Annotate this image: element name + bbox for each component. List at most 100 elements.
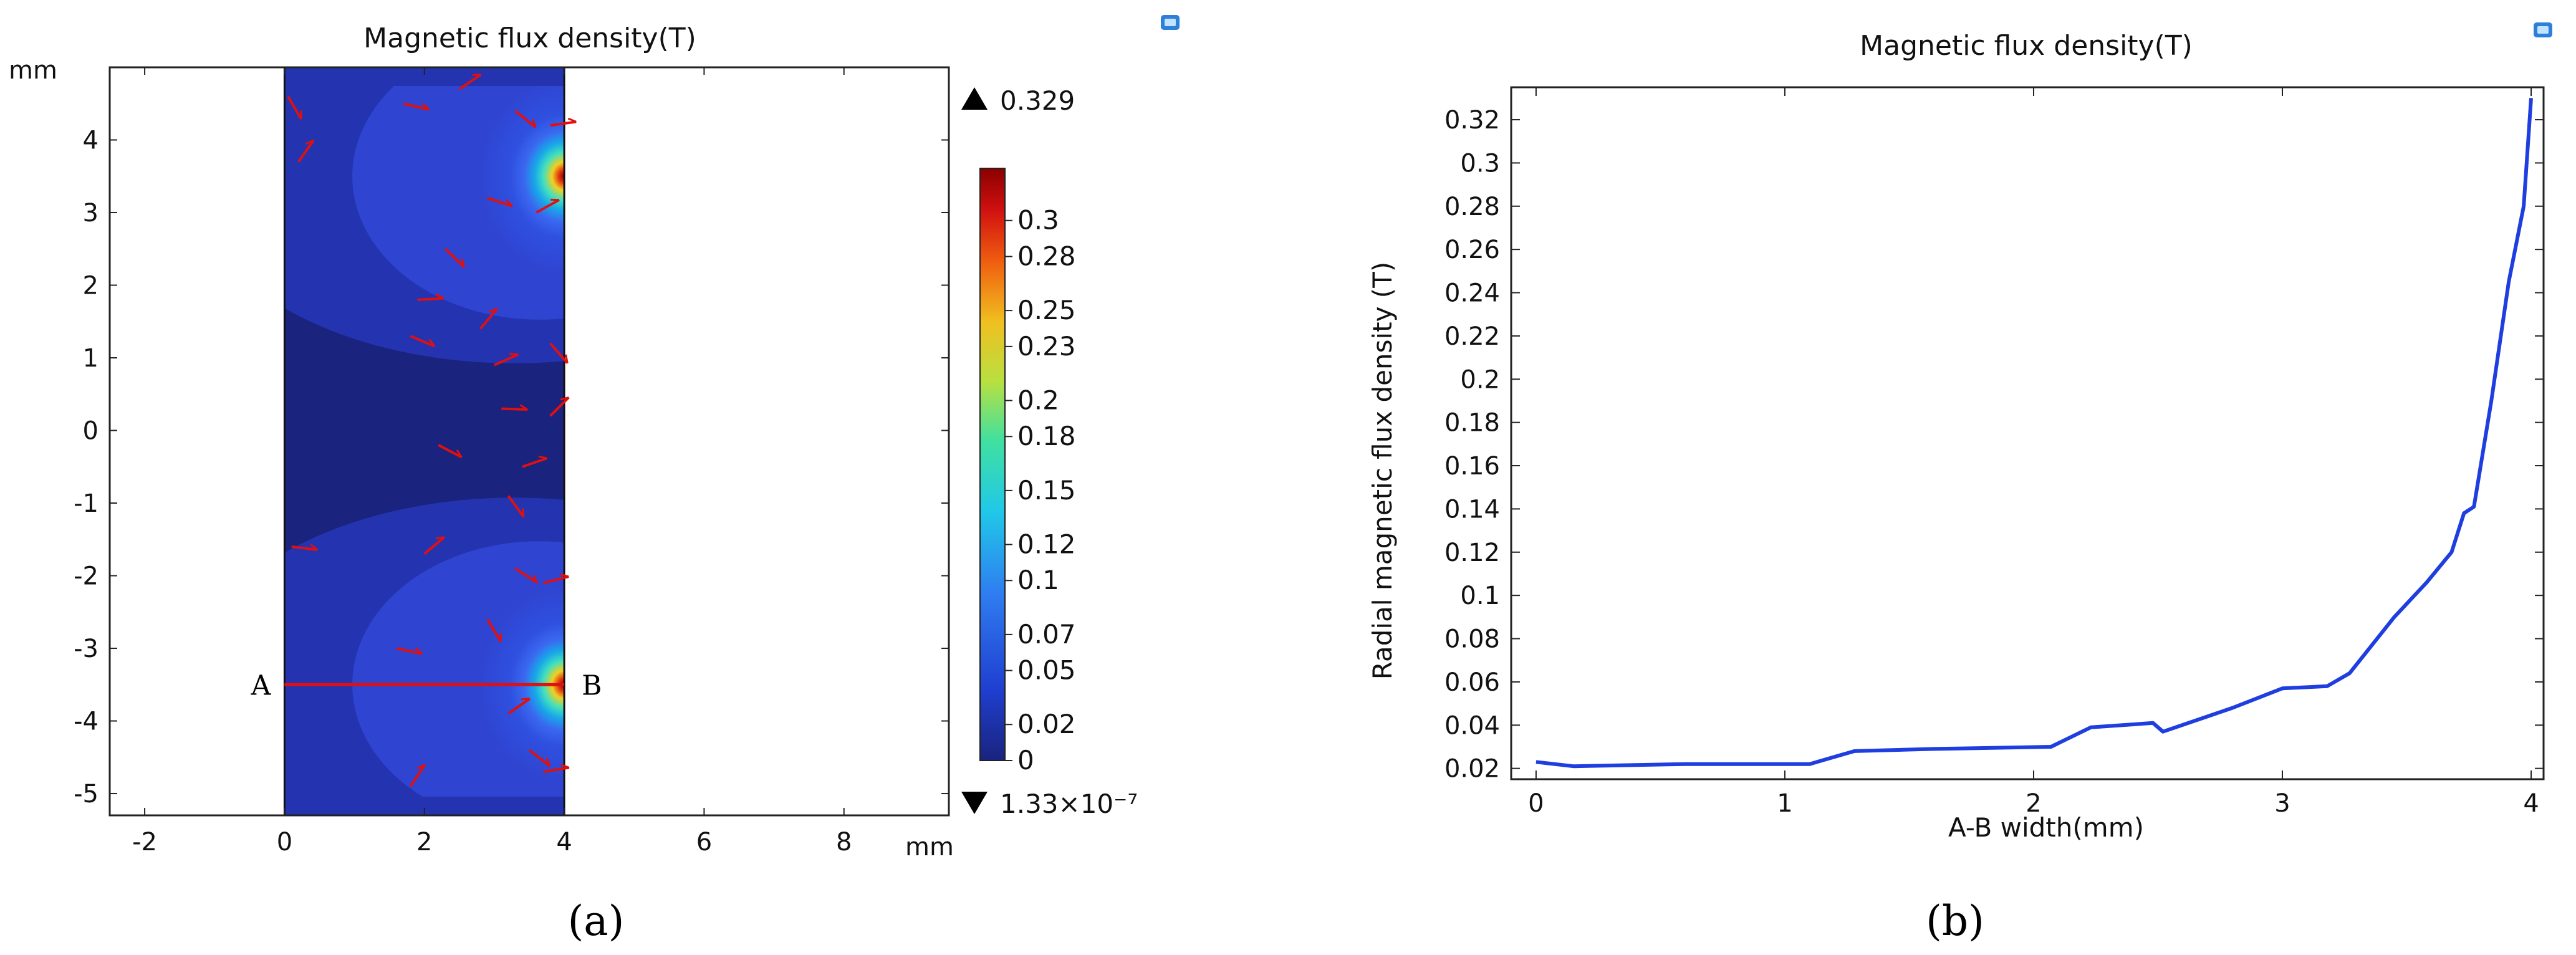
field-arrow-icon <box>403 102 430 111</box>
y-tick-label: 0.06 <box>1444 668 1500 697</box>
panel-a-logo-icon <box>1161 15 1180 30</box>
y-tick-label: 0.1 <box>1460 582 1500 610</box>
panel-a-title: Magnetic flux density(T) <box>363 22 696 54</box>
panel-b-series <box>1536 98 2533 769</box>
x-tick-label: 2 <box>2026 789 2041 818</box>
y-tick-label: 0.08 <box>1444 625 1500 654</box>
panel-b-x-ticks: 0 1 2 3 4 <box>1528 87 2539 818</box>
field-arrow-icon <box>396 647 423 655</box>
field-arrow-icon <box>287 95 302 120</box>
field-arrow-icon <box>549 342 569 364</box>
colorbar-tick-label: 0.25 <box>1017 295 1076 325</box>
panel-a-x-unit: mm <box>905 833 954 861</box>
y-tick-label: 0.32 <box>1444 106 1500 135</box>
y-tick-label: -3 <box>74 635 99 663</box>
field-arrow-icon <box>507 495 525 518</box>
y-tick-label: 0.28 <box>1444 193 1500 221</box>
x-tick-label: -2 <box>132 828 157 857</box>
y-tick-label: 0.24 <box>1444 279 1500 308</box>
y-tick-label: 0 <box>83 417 99 446</box>
field-arrow-icon <box>536 198 560 214</box>
colorbar-min-triangle-icon <box>961 792 988 814</box>
field-arrow-icon <box>501 404 528 411</box>
field-arrow-icon <box>479 307 499 330</box>
panel-a-plot-frame <box>108 66 950 817</box>
field-arrow-icon <box>409 764 426 787</box>
y-tick-label: 0.04 <box>1444 711 1500 740</box>
y-tick-label: -5 <box>74 780 99 809</box>
colorbar-tick-label: 0.18 <box>1017 421 1076 451</box>
field-arrow-icon <box>423 536 446 555</box>
field-arrow-icon <box>494 352 519 367</box>
field-arrow-icon <box>522 455 548 468</box>
x-tick-label: 2 <box>416 828 432 857</box>
colorbar-max-triangle-icon <box>961 87 988 110</box>
colorbar-max-label: 0.329 <box>1000 85 1075 116</box>
field-arrow-icon <box>528 749 551 767</box>
field-arrow-icon <box>297 139 315 163</box>
panel-b-caption: (b) <box>1926 897 1984 945</box>
colorbar: 0.329 0.30.280.250.230.20.180.150.120.10… <box>961 85 1138 819</box>
y-tick-label: 3 <box>83 199 99 228</box>
panel-b-plot-frame <box>1510 86 2545 780</box>
panel-b-logo-icon <box>2534 22 2552 37</box>
field-arrow-icon <box>410 335 436 348</box>
panel-a-y-ticks: 4 3 2 1 0 -1 -2 -3 -4 -5 <box>74 127 949 809</box>
colorbar-tick-label: 0.1 <box>1017 565 1059 595</box>
colorbar-tick-label: 0.15 <box>1017 475 1076 506</box>
colorbar-gradient <box>979 168 1006 761</box>
field-arrow-icon <box>458 73 482 90</box>
field-arrow-icon <box>438 444 463 459</box>
field-hotspot <box>477 76 565 276</box>
colorbar-tick-label: 0 <box>1017 745 1034 775</box>
colorbar-tick-label: 0.3 <box>1017 205 1059 236</box>
field-arrow-icon <box>486 618 502 643</box>
y-tick-label: 0.14 <box>1444 495 1500 524</box>
field-arrows <box>287 73 577 787</box>
y-tick-label: 4 <box>83 127 99 155</box>
field-map <box>284 67 565 815</box>
y-tick-label: 0.18 <box>1444 409 1500 438</box>
colorbar-tick-label: 0.2 <box>1017 385 1059 415</box>
colorbar-tick-label: 0.07 <box>1017 619 1076 650</box>
panel-b-y-axis-label: Radial magnetic flux density (T) <box>1367 262 1398 679</box>
y-tick-label: -1 <box>74 489 99 518</box>
panel-b-title: Magnetic flux density(T) <box>1860 30 2193 62</box>
panel-a-caption: (a) <box>568 897 625 945</box>
y-tick-label: 0.22 <box>1444 322 1500 351</box>
y-tick-label: 0.02 <box>1444 755 1500 784</box>
colorbar-tick-label: 0.05 <box>1017 655 1076 686</box>
field-arrow-icon <box>543 764 570 774</box>
x-tick-label: 3 <box>2274 789 2290 818</box>
field-arrow-icon <box>542 573 569 585</box>
panel-a-y-unit: mm <box>9 56 57 85</box>
y-tick-label: 0.3 <box>1460 149 1500 178</box>
x-tick-label: 0 <box>277 828 292 857</box>
y-tick-label: 2 <box>83 272 99 300</box>
x-tick-label: 8 <box>836 828 852 857</box>
y-tick-label: 0.16 <box>1444 452 1500 481</box>
series-line <box>1536 98 2533 769</box>
field-arrow-icon <box>514 567 539 584</box>
colorbar-tick-label: 0.12 <box>1017 529 1076 559</box>
colorbar-min-label: 1.33×10⁻⁷ <box>1000 789 1138 819</box>
panel-b-x-axis-label: A-B width(mm) <box>1948 812 2144 843</box>
panel-a-heatmap: Magnetic flux density(T) A B -2 0 2 4 6 8 4 3 2… <box>9 15 1180 945</box>
colorbar-tick-label: 0.23 <box>1017 331 1076 362</box>
y-tick-label: -4 <box>74 708 99 736</box>
y-tick-label: 0.12 <box>1444 539 1500 567</box>
panel-a-x-ticks: -2 0 2 4 6 8 <box>132 67 852 857</box>
cut-line-label-b: B <box>582 669 602 701</box>
x-tick-label: 4 <box>556 828 572 857</box>
y-tick-label: 1 <box>83 344 99 373</box>
colorbar-tick-label: 0.02 <box>1017 709 1076 739</box>
field-arrow-icon <box>549 396 570 417</box>
colorbar-tick-label: 0.28 <box>1017 241 1076 271</box>
x-tick-label: 0 <box>1528 789 1544 818</box>
y-tick-label: 0.2 <box>1460 365 1500 394</box>
colorbar-ticks: 0.3 0.28 0.25 0.23 0.2 0.18 0.15 0.12 0.1 0.07 0.0… <box>1005 205 1076 775</box>
field-arrow-icon <box>514 110 537 128</box>
field-arrow-icon <box>417 293 445 301</box>
